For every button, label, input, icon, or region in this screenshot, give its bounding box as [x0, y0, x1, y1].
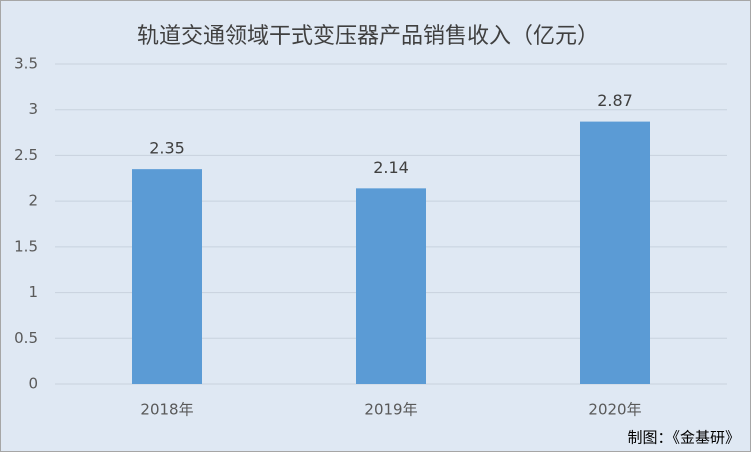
- bar: [132, 169, 202, 384]
- x-tick-label: 2018年: [140, 401, 193, 419]
- y-tick-label: 2: [28, 192, 38, 210]
- y-tick-label: 2.5: [14, 146, 38, 164]
- y-tick-label: 0.5: [14, 329, 38, 347]
- y-tick-label: 1.5: [14, 237, 38, 255]
- x-tick-label: 2019年: [364, 401, 417, 419]
- x-tick-label: 2020年: [588, 401, 641, 419]
- data-label: 2.87: [597, 91, 633, 110]
- bar: [580, 121, 650, 384]
- data-label: 2.35: [149, 139, 185, 158]
- chart-title: 轨道交通领域干式变压器产品销售收入（亿元）: [137, 24, 599, 49]
- data-label: 2.14: [373, 158, 409, 177]
- bar: [356, 188, 426, 384]
- y-tick-label: 3.5: [14, 55, 38, 73]
- y-tick-label: 0: [28, 375, 38, 393]
- y-tick-label: 1: [28, 283, 38, 301]
- source-note: 制图：《金基研》: [627, 429, 740, 447]
- y-tick-label: 3: [28, 100, 38, 118]
